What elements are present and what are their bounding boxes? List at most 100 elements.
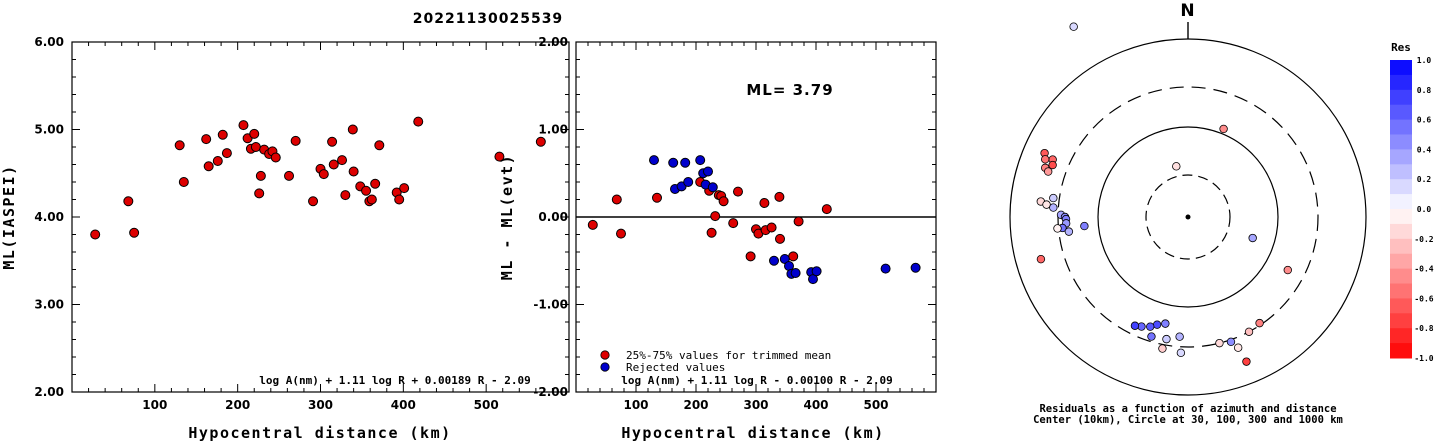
polar-residual-points [1036, 22, 1292, 366]
polar-station-point [1226, 337, 1236, 347]
colorbar-tick-label: -1.0 [1414, 354, 1433, 363]
polar-station-point [1152, 320, 1162, 329]
left-data-point [178, 177, 189, 187]
mid-axis-ticks: 100 200 300 400 500 -2.00 -1.00 0.00 1.00 2.00 [533, 35, 936, 412]
residual-scatter-panel: 100 200 300 400 500 -2.00 -1.00 0.00 1.00 2.00 ML… [498, 35, 937, 441]
mid-data-point [766, 222, 777, 233]
azimuth-distance-panel: N Residuals as a function of azimuth and… [1009, 1, 1367, 426]
residual-colorbar: Res 1.0 0.8 0.6 0.4 0.2 0.0 -0.2 -0.4 -0.6 -0.8 -1… [1390, 41, 1434, 363]
left-data-point [348, 166, 359, 177]
mid-data-point [811, 266, 822, 277]
mid-data-point [707, 182, 718, 193]
left-data-point [90, 229, 101, 240]
polar-station-point [1130, 321, 1140, 330]
mid-x-axis-label: Hypocentral distance (km) [621, 424, 884, 441]
left-data-point [374, 140, 385, 151]
colorbar-cell [1390, 164, 1412, 180]
left-data-point [290, 135, 301, 146]
legend-label-trimmed: 25%-75% values for trimmed mean [626, 349, 831, 362]
left-y-axis-label: ML(IASPEI) [0, 164, 18, 269]
left-data-point [270, 152, 281, 163]
colorbar-cell [1390, 194, 1412, 210]
mid-data-point [718, 196, 729, 207]
left-data-point [337, 155, 348, 166]
legend-label-rejected: Rejected values [626, 361, 725, 374]
polar-station-point [1036, 254, 1046, 264]
polar-station-point [1064, 227, 1074, 236]
left-axis-ticks: 100 200 300 400 500 2.00 3.00 4.00 5.00 6.00 [34, 35, 569, 412]
north-label: N [1180, 1, 1195, 21]
mid-data-point [587, 219, 598, 230]
mid-data-point [759, 198, 770, 208]
left-data-point [254, 188, 265, 199]
mid-data-point [710, 211, 721, 222]
left-y-tick-label: 4.00 [34, 210, 64, 224]
left-y-tick-label: 3.00 [34, 298, 64, 312]
polar-station-point [1248, 233, 1257, 243]
colorbar-tick-label: 0.4 [1417, 145, 1432, 154]
mid-y-tick-label: -2.00 [533, 385, 568, 399]
colorbar-tick-label: -0.6 [1414, 294, 1433, 303]
polar-station-point [1255, 318, 1264, 328]
mid-data-point [728, 218, 739, 229]
colorbar-tick-label: -0.2 [1414, 235, 1433, 244]
legend-marker-rejected [600, 362, 610, 372]
colorbar-labels: 1.0 0.8 0.6 0.4 0.2 0.0 -0.2 -0.4 -0.6 -0.8 -1.0 [1414, 56, 1433, 363]
colorbar-cell [1390, 298, 1412, 314]
mid-data-point [703, 166, 713, 177]
colorbar-tick-label: 1.0 [1417, 56, 1432, 65]
left-data-point [129, 227, 140, 238]
mid-x-tick-label: 500 [863, 398, 888, 412]
colorbar-cell [1390, 149, 1412, 165]
left-data-point [361, 185, 372, 196]
colorbar-cell [1390, 134, 1412, 150]
mid-data-point [821, 204, 832, 215]
left-data-point [249, 128, 260, 139]
left-data-points [90, 116, 546, 240]
colorbar-cell [1390, 60, 1412, 76]
left-y-tick-label: 2.00 [34, 385, 64, 399]
left-data-point [250, 142, 261, 152]
mid-y-tick-label: 2.00 [538, 35, 568, 49]
colorbar-cell [1390, 209, 1412, 225]
left-data-point [238, 120, 249, 131]
left-data-point [394, 194, 405, 205]
polar-station-point [1069, 22, 1078, 31]
left-data-point [212, 156, 223, 166]
polar-caption-line1: Residuals as a function of azimuth and d… [1039, 403, 1336, 415]
colorbar-cell [1390, 328, 1412, 344]
polar-station-point [1161, 319, 1170, 328]
circle-30km [1145, 174, 1231, 260]
left-data-point [174, 140, 185, 151]
polar-station-point [1283, 265, 1292, 275]
left-x-tick-label: 500 [474, 398, 499, 412]
left-data-point [340, 190, 351, 201]
mid-x-tick-label: 100 [623, 398, 648, 412]
left-plot-frame [71, 41, 570, 393]
colorbar-cells [1390, 60, 1412, 359]
mid-y-tick-label: 1.00 [538, 123, 568, 137]
mid-data-point [611, 194, 622, 205]
circle-100km [1097, 126, 1279, 308]
left-x-tick-label: 400 [391, 398, 416, 412]
mid-x-tick-label: 200 [683, 398, 708, 412]
mid-data-point [775, 233, 785, 244]
mid-y-tick-label: -1.00 [533, 298, 568, 312]
left-data-point [203, 161, 214, 172]
polar-station-point [1049, 203, 1058, 212]
colorbar-title: Res [1391, 41, 1411, 54]
left-data-point [123, 196, 134, 207]
polar-caption-line2: Center (10km), Circle at 30, 100, 300 an… [1033, 414, 1343, 426]
polar-station-point [1147, 332, 1156, 341]
mid-y-axis-label: ML - ML(evt) [498, 154, 516, 280]
left-y-tick-label: 5.00 [34, 123, 64, 137]
left-data-point [318, 169, 329, 180]
colorbar-cell [1390, 104, 1412, 121]
left-y-tick-label: 6.00 [34, 35, 64, 49]
left-data-point [535, 136, 546, 147]
colorbar-cell [1390, 223, 1412, 240]
left-x-tick-label: 100 [142, 398, 167, 412]
left-data-point [399, 183, 410, 194]
mid-data-point [910, 262, 921, 273]
left-x-axis-label: Hypocentral distance (km) [188, 424, 451, 441]
